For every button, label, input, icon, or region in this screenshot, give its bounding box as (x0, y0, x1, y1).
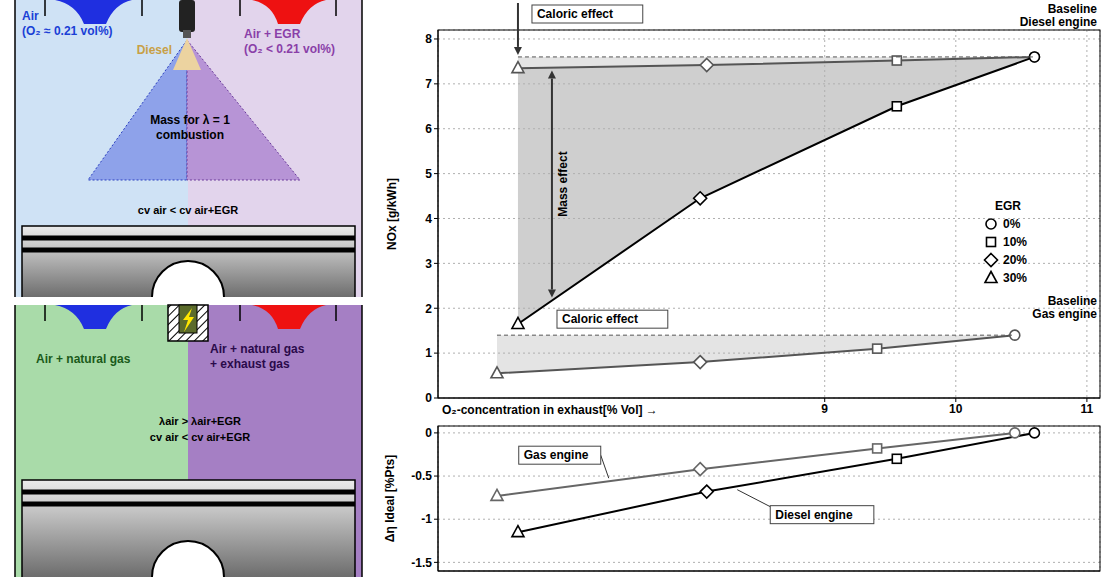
svg-text:11: 11 (1081, 402, 1094, 416)
svg-text:2: 2 (425, 302, 432, 316)
svg-text:9: 9 (821, 402, 828, 416)
svg-text:combustion: combustion (156, 128, 224, 142)
svg-text:Diesel engine: Diesel engine (775, 508, 853, 522)
svg-text:-0.5: -0.5 (411, 469, 432, 483)
svg-text:6: 6 (425, 122, 432, 136)
svg-text:Mass for λ = 1: Mass for λ = 1 (150, 113, 230, 127)
svg-text:Caloric effect: Caloric effect (562, 312, 638, 326)
svg-text:1: 1 (425, 346, 432, 360)
svg-text:Air + natural gas: Air + natural gas (210, 342, 305, 356)
svg-text:10%: 10% (1003, 235, 1027, 249)
svg-text:10: 10 (949, 402, 963, 416)
svg-text:(O₂ < 0.21 vol%): (O₂ < 0.21 vol%) (244, 42, 335, 56)
svg-text:+ exhaust gas: + exhaust gas (210, 357, 290, 371)
svg-text:3: 3 (425, 257, 432, 271)
svg-text:Δη Ideal [%Pts]: Δη Ideal [%Pts] (383, 455, 397, 542)
svg-text:30%: 30% (1003, 271, 1027, 285)
svg-text:Gas engine: Gas engine (1032, 307, 1097, 321)
svg-text:0: 0 (425, 426, 432, 440)
svg-text:Diesel engine: Diesel engine (1020, 15, 1098, 29)
svg-text:(O₂ ≈ 0.21 vol%): (O₂ ≈ 0.21 vol%) (22, 24, 113, 38)
svg-text:O₂-concentration in exhaust[%: O₂-concentration in exhaust[% Vol] → (442, 403, 658, 417)
svg-text:Baseline: Baseline (1048, 294, 1098, 308)
svg-text:7: 7 (425, 77, 432, 91)
svg-text:0%: 0% (1003, 217, 1021, 231)
svg-text:Baseline: Baseline (1048, 2, 1098, 16)
svg-text:8: 8 (425, 32, 432, 46)
svg-text:-1.5: -1.5 (411, 556, 432, 570)
svg-text:Mass effect: Mass effect (556, 151, 570, 216)
svg-text:Air: Air (22, 9, 39, 23)
svg-text:EGR: EGR (995, 199, 1021, 213)
svg-text:Caloric effect: Caloric effect (537, 7, 613, 21)
svg-text:Air + natural gas: Air + natural gas (36, 352, 131, 366)
svg-text:20%: 20% (1003, 253, 1027, 267)
svg-text:5: 5 (425, 167, 432, 181)
svg-text:λair > λair+EGR: λair > λair+EGR (159, 415, 241, 427)
svg-text:cv air < cv air+EGR: cv air < cv air+EGR (150, 431, 250, 443)
svg-text:Air + EGR: Air + EGR (244, 27, 301, 41)
svg-text:NOx [g/kWh]: NOx [g/kWh] (385, 178, 399, 250)
svg-text:cv air < cv air+EGR: cv air < cv air+EGR (138, 204, 238, 216)
svg-text:-1: -1 (421, 512, 432, 526)
svg-text:0: 0 (425, 391, 432, 405)
svg-text:Gas engine: Gas engine (524, 448, 589, 462)
svg-text:4: 4 (425, 212, 432, 226)
svg-text:Diesel: Diesel (137, 43, 172, 57)
